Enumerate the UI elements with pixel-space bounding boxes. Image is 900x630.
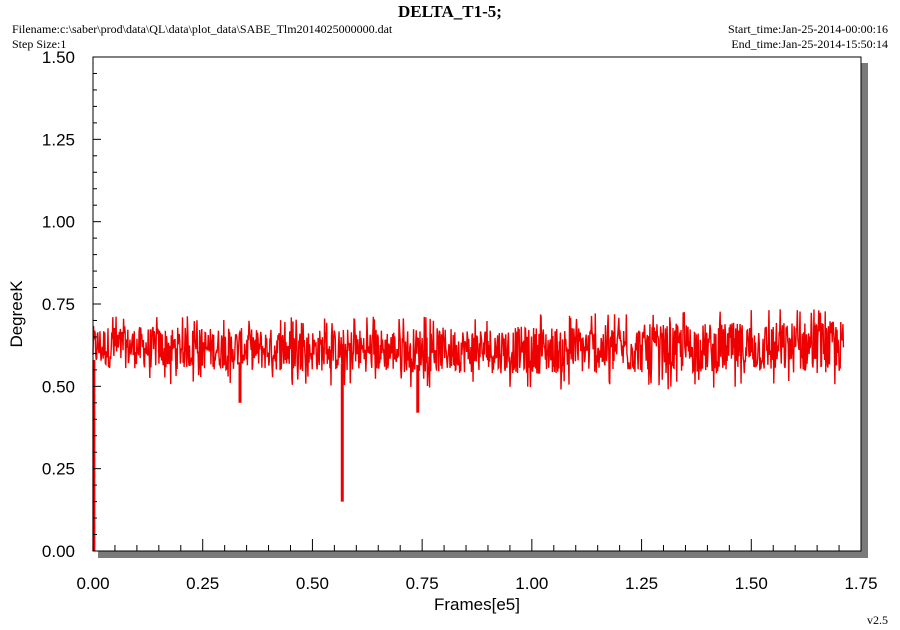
end-time-text: End_time:Jan-25-2014-15:50:14 [731, 37, 888, 51]
x-tick-label: 0.25 [186, 574, 219, 593]
y-tick-label: 0.50 [42, 377, 75, 396]
start-time-text: Start_time:Jan-25-2014-00:00:16 [728, 22, 888, 36]
y-tick-label: 0.75 [42, 295, 75, 314]
y-axis-label: DegreeK [7, 280, 26, 348]
series-layer [92, 309, 845, 551]
y-tick-label: 1.00 [42, 213, 75, 232]
y-tick-label: 0.25 [42, 460, 75, 479]
y-tick-label: 1.50 [42, 48, 75, 67]
version-text: v2.5 [867, 613, 888, 627]
x-tick-label: 1.25 [625, 574, 658, 593]
x-tick-label: 0.50 [296, 574, 329, 593]
x-tick-label: 1.50 [735, 574, 768, 593]
x-tick-label: 0.75 [406, 574, 439, 593]
x-tick-label: 0.00 [76, 574, 109, 593]
y-tick-label: 1.25 [42, 130, 75, 149]
y-tick-label: 0.00 [42, 542, 75, 561]
plot-frame [92, 56, 862, 552]
x-axis-label: Frames[e5] [434, 595, 520, 614]
x-tick-label: 1.75 [844, 574, 877, 593]
step-size-text: Step Size:1 [12, 37, 67, 51]
x-tick-label: 1.00 [515, 574, 548, 593]
series-line [92, 309, 845, 390]
chart-title: DELTA_T1-5; [398, 2, 502, 21]
plot-border [92, 56, 862, 552]
ticks-layer: 0.00 0.25 0.50 0.75 1.00 1.25 1.50 1.75 0.00 0.25… [42, 48, 878, 593]
filename-text: Filename:c:\saber\prod\data\QL\data\plot… [12, 22, 393, 36]
